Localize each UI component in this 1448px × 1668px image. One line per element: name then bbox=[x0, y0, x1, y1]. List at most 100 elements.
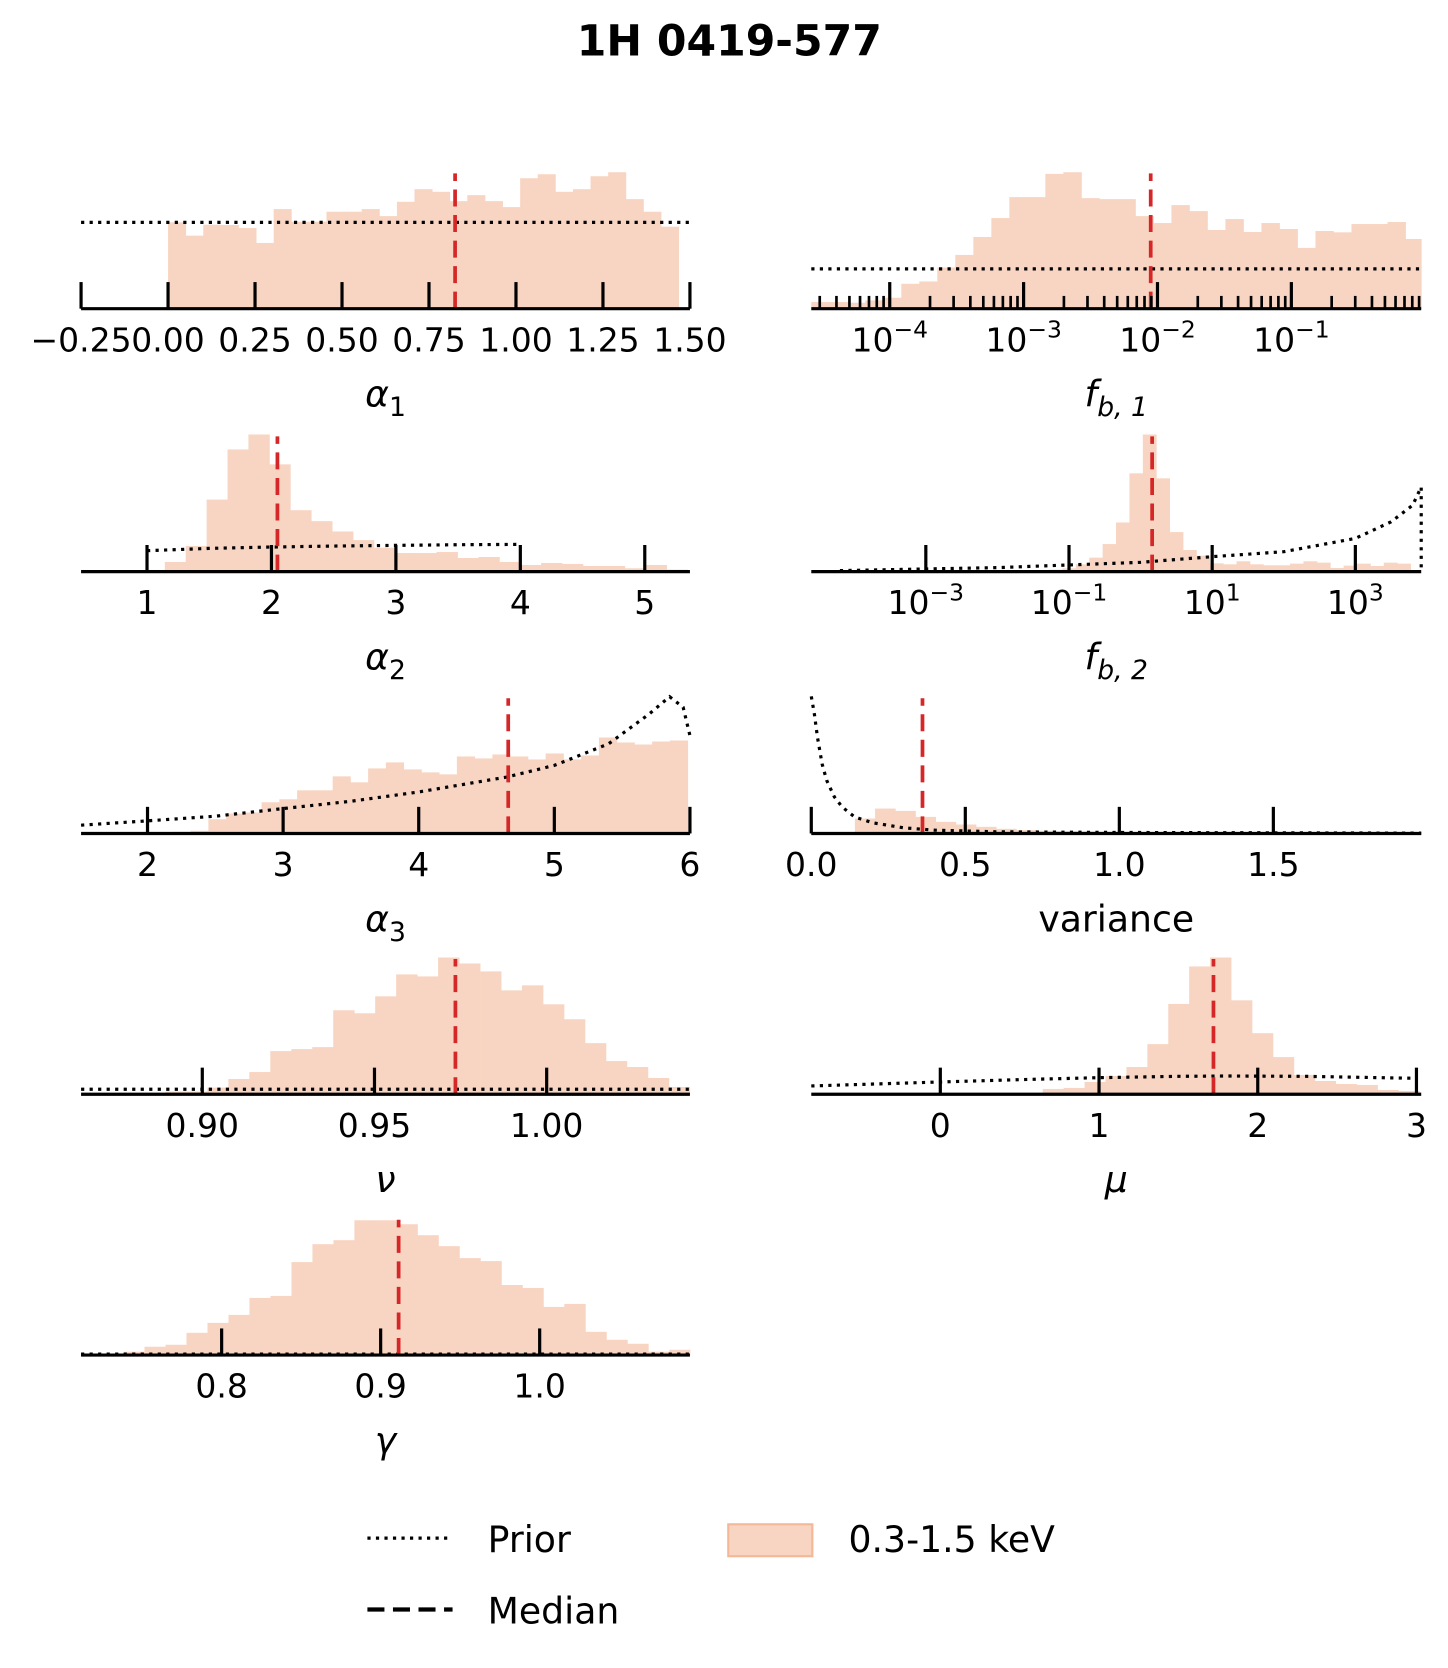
histogram-bar bbox=[208, 819, 227, 834]
tick-label-exponent: −3 bbox=[1027, 315, 1062, 343]
histogram-bar bbox=[648, 1351, 670, 1356]
histogram-bar bbox=[501, 990, 523, 1095]
tick-label: 0.50 bbox=[305, 320, 378, 359]
histogram-bar bbox=[1243, 231, 1262, 309]
tick-label: 2 bbox=[1247, 1106, 1268, 1145]
tick-label: 0 bbox=[930, 1106, 951, 1145]
tick-label: 2 bbox=[137, 845, 158, 884]
histogram-bar bbox=[937, 267, 956, 309]
panel-variance: 0.0 0.5 1.0 1.5 variance bbox=[785, 696, 1422, 940]
histogram-bar bbox=[1126, 1067, 1148, 1095]
prior-curve bbox=[809, 696, 1422, 835]
histogram-bar bbox=[1042, 1088, 1065, 1095]
histogram-bar bbox=[572, 189, 591, 309]
histogram-bar bbox=[915, 816, 937, 834]
tick-label-exponent: −1 bbox=[1073, 578, 1108, 606]
histogram-bar bbox=[1263, 565, 1278, 572]
histogram-bar bbox=[581, 755, 600, 834]
panel-alpha2: 1 2 3 4 5α2 bbox=[81, 434, 690, 686]
histogram-bar bbox=[603, 565, 626, 572]
histogram-bar bbox=[669, 740, 689, 834]
histogram-bar bbox=[1171, 205, 1190, 309]
histogram-bar bbox=[417, 976, 439, 1095]
histogram-bar bbox=[361, 209, 380, 309]
histogram-bar bbox=[203, 224, 222, 309]
tick-label: 0.5 bbox=[939, 845, 991, 884]
x-axis-label-main: ν bbox=[375, 1158, 395, 1201]
histogram-bar bbox=[1297, 247, 1316, 309]
tick-label: 4 bbox=[510, 583, 531, 622]
panel-mu: 0 1 2 3 μ bbox=[811, 957, 1427, 1201]
histogram-bar bbox=[645, 564, 667, 572]
histogram-bar bbox=[1135, 216, 1154, 309]
histogram-bar bbox=[492, 754, 511, 834]
histogram-bar bbox=[1343, 565, 1358, 572]
histogram-bar bbox=[1027, 197, 1046, 309]
histogram-bar bbox=[1231, 1000, 1253, 1095]
histogram-bar bbox=[1290, 563, 1304, 572]
tick-label: 10−3 bbox=[888, 578, 964, 622]
histogram-bar bbox=[1045, 173, 1064, 309]
histogram-bar bbox=[1168, 1003, 1190, 1095]
histogram-bar bbox=[1351, 224, 1370, 309]
figure-title: 1H 0419-577 bbox=[577, 16, 882, 66]
tick-label: 0.75 bbox=[392, 320, 465, 359]
histogram-bar bbox=[385, 762, 405, 834]
histogram-bar bbox=[375, 996, 397, 1095]
histogram-bar bbox=[563, 1019, 586, 1095]
tick-label: 1.00 bbox=[510, 1106, 583, 1145]
histogram-bar bbox=[499, 561, 521, 572]
tick-label-exponent: −1 bbox=[1295, 315, 1330, 343]
histogram-bar bbox=[226, 813, 245, 834]
tick-label: 1.0 bbox=[1093, 845, 1145, 884]
histogram-bar bbox=[238, 228, 257, 309]
histogram-bar bbox=[291, 1262, 313, 1356]
histogram-bar bbox=[624, 568, 647, 572]
histogram-bar bbox=[394, 553, 417, 572]
histogram-bar bbox=[368, 768, 387, 834]
histogram-bar bbox=[996, 828, 1017, 834]
histogram-bar bbox=[1405, 238, 1422, 309]
histogram-bar bbox=[901, 283, 920, 309]
histogram-bar bbox=[1189, 966, 1211, 1095]
tick-label: 0.25 bbox=[218, 320, 291, 359]
tick-label-base: 10 bbox=[851, 320, 893, 359]
histogram-bar bbox=[606, 1339, 628, 1356]
histogram-bar bbox=[1316, 562, 1331, 572]
histogram-bar bbox=[1207, 230, 1226, 309]
tick-label: 0.00 bbox=[131, 320, 204, 359]
histogram-bar bbox=[243, 812, 263, 834]
tick-label: 5 bbox=[634, 583, 655, 622]
histogram-bar bbox=[379, 216, 398, 309]
histogram-bar bbox=[220, 225, 239, 309]
histogram-bar bbox=[326, 211, 345, 309]
histogram-bar bbox=[1314, 1080, 1337, 1095]
histogram-bar bbox=[1397, 563, 1411, 572]
legend-posterior-label: 0.3-1.5 keV bbox=[849, 1518, 1056, 1561]
histogram-bar bbox=[1377, 1089, 1399, 1095]
histogram-bar bbox=[449, 201, 468, 309]
histogram-bar bbox=[297, 790, 316, 834]
histogram-bar bbox=[510, 756, 529, 834]
histogram-bar bbox=[396, 1224, 418, 1356]
histogram-bar bbox=[1369, 224, 1388, 309]
tick-label: 0.8 bbox=[195, 1367, 247, 1406]
x-axis-label-main: α bbox=[365, 897, 389, 940]
histogram-bar bbox=[1276, 565, 1291, 572]
histogram-bar bbox=[669, 1349, 691, 1356]
histogram-bar bbox=[854, 818, 876, 834]
histogram-bar bbox=[1249, 564, 1264, 572]
histogram-bar bbox=[206, 499, 228, 572]
histogram-bar bbox=[273, 209, 292, 309]
histogram-bar bbox=[1142, 434, 1157, 572]
histogram-bar bbox=[1370, 565, 1385, 572]
histogram-bar bbox=[438, 1246, 460, 1356]
histogram-bar bbox=[627, 1343, 649, 1356]
histogram-bar bbox=[1335, 1083, 1357, 1095]
histogram-bar bbox=[564, 1303, 586, 1356]
histogram-bar bbox=[1210, 957, 1232, 1095]
x-axis-label: α2 bbox=[365, 636, 406, 687]
histogram-bar bbox=[1398, 1090, 1420, 1095]
histogram-bar bbox=[396, 974, 418, 1095]
histogram-bar bbox=[350, 782, 369, 834]
